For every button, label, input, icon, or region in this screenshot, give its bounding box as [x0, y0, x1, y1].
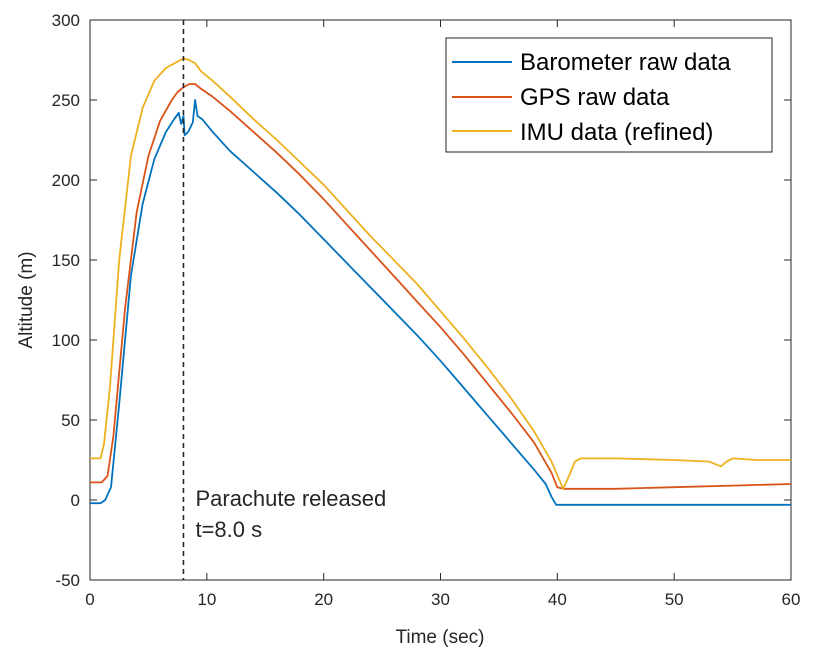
- legend-label-gps: GPS raw data: [520, 84, 670, 111]
- x-tick-label: 30: [431, 590, 450, 609]
- x-tick-label: 50: [665, 590, 684, 609]
- y-tick-label: 0: [71, 491, 80, 510]
- y-tick-label: -50: [55, 571, 80, 590]
- legend-box: [445, 37, 773, 153]
- y-tick-label: 300: [52, 11, 80, 30]
- series-line-imu-data-refined: [90, 57, 791, 490]
- series-line-barometer-raw-data: [90, 99, 791, 506]
- x-tick-label: 10: [197, 590, 216, 609]
- x-axis-label: Time (sec): [395, 627, 484, 648]
- y-tick-label: 250: [52, 91, 80, 110]
- series-layer: [90, 57, 791, 506]
- y-axis-label: Altitude (m): [16, 251, 37, 348]
- y-tick-label: 150: [52, 251, 80, 270]
- annotation-text-line1: Parachute released: [195, 486, 386, 511]
- legend: Barometer raw data GPS raw data IMU data…: [445, 37, 773, 153]
- x-tick-label: 0: [85, 590, 94, 609]
- series-line-gps-raw-data: [90, 83, 791, 490]
- x-tick-label: 20: [314, 590, 333, 609]
- legend-label-barometer: Barometer raw data: [520, 49, 731, 76]
- y-tick-label: 200: [52, 171, 80, 190]
- annotation-text-line2: t=8.0 s: [195, 517, 262, 542]
- y-tick-label: 50: [61, 411, 80, 430]
- legend-label-imu: IMU data (refined): [520, 119, 713, 146]
- x-tick-label: 40: [548, 590, 567, 609]
- y-tick-label: 100: [52, 331, 80, 350]
- x-tick-label: 60: [782, 590, 801, 609]
- axis-ticks: 0 10 20 30 40 50 60 -50 0 50 100 150 200 250 300: [52, 11, 801, 609]
